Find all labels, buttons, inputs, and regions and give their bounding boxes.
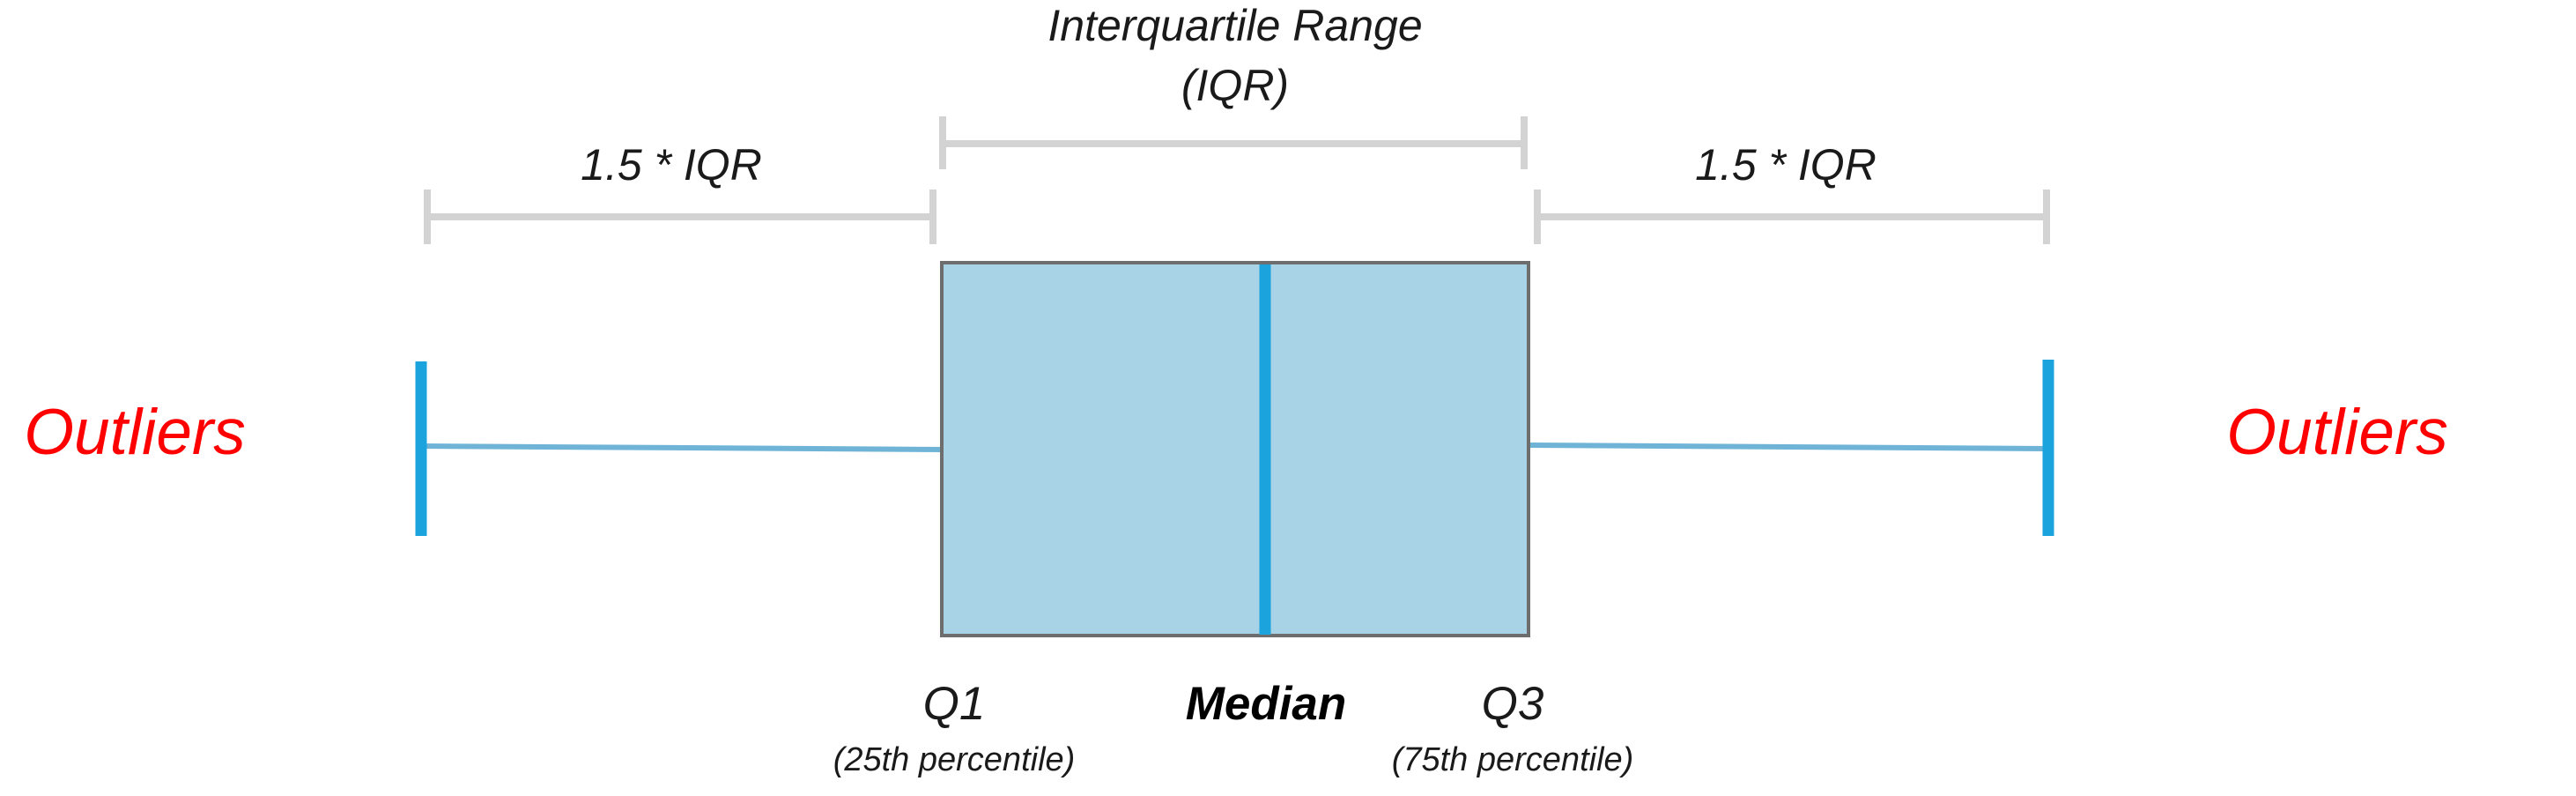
iqr-box bbox=[940, 261, 1530, 637]
left-outliers-label: Outliers bbox=[24, 397, 246, 468]
right-whisker-bracket bbox=[1534, 190, 2050, 244]
q3-sub-label: (75th percentile) bbox=[1392, 741, 1634, 778]
q1-label: Q1 bbox=[923, 678, 986, 730]
right-outliers-label: Outliers bbox=[2226, 397, 2448, 468]
q1-sub-label: (25th percentile) bbox=[833, 741, 1076, 778]
left-whisker-label: 1.5 * IQR bbox=[581, 140, 762, 190]
median-label: Median bbox=[1186, 678, 1347, 730]
right-whisker-line bbox=[1528, 443, 2049, 451]
iqr-bracket bbox=[939, 116, 1528, 169]
left-whisker-line bbox=[420, 443, 943, 452]
iqr-title-line1: Interquartile Range bbox=[1047, 1, 1422, 50]
left-whisker-bracket bbox=[424, 190, 936, 244]
iqr-title-line2: (IQR) bbox=[1181, 61, 1289, 110]
right-whisker-label: 1.5 * IQR bbox=[1695, 140, 1876, 190]
q3-label: Q3 bbox=[1482, 678, 1544, 730]
